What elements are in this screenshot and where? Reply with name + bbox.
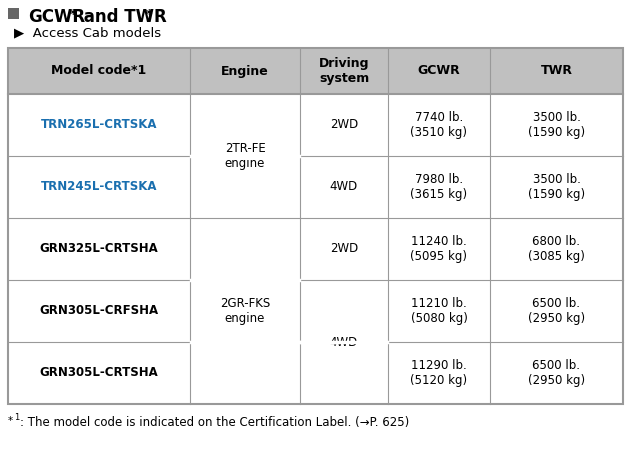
Bar — [8, 48, 623, 404]
Bar — [8, 8, 19, 19]
Text: and TWR: and TWR — [78, 8, 167, 26]
Text: 6800 lb.
(3085 kg): 6800 lb. (3085 kg) — [528, 235, 585, 263]
Text: Model code*1: Model code*1 — [51, 64, 146, 78]
Text: 11290 lb.
(5120 kg): 11290 lb. (5120 kg) — [410, 359, 468, 387]
Text: ▶  Access Cab models: ▶ Access Cab models — [14, 26, 161, 39]
Text: Engine: Engine — [221, 64, 269, 78]
Text: *: * — [70, 8, 76, 21]
Text: 2GR-FKS
engine: 2GR-FKS engine — [220, 297, 270, 325]
Text: TWR: TWR — [541, 64, 572, 78]
Text: 2TR-FE
engine: 2TR-FE engine — [225, 142, 266, 170]
Text: 1: 1 — [14, 413, 20, 422]
Text: *: * — [8, 416, 13, 426]
Text: GCWR: GCWR — [28, 8, 85, 26]
Text: 3500 lb.
(1590 kg): 3500 lb. (1590 kg) — [528, 111, 585, 139]
Bar — [8, 48, 623, 94]
Text: 6500 lb.
(2950 kg): 6500 lb. (2950 kg) — [528, 359, 585, 387]
Text: 2WD: 2WD — [330, 118, 358, 132]
Text: 4WD: 4WD — [330, 180, 358, 194]
Text: 6500 lb.
(2950 kg): 6500 lb. (2950 kg) — [528, 297, 585, 325]
Text: TRN265L-CRTSKA: TRN265L-CRTSKA — [41, 118, 157, 132]
Text: 4WD: 4WD — [330, 336, 358, 348]
Text: GRN305L-CRFSHA: GRN305L-CRFSHA — [39, 305, 158, 318]
Text: 2WD: 2WD — [330, 243, 358, 256]
Text: TRN245L-CRTSKA: TRN245L-CRTSKA — [41, 180, 157, 194]
Text: 11240 lb.
(5095 kg): 11240 lb. (5095 kg) — [411, 235, 468, 263]
Text: Driving
system: Driving system — [319, 57, 369, 85]
Text: GCWR: GCWR — [418, 64, 461, 78]
Text: 7980 lb.
(3615 kg): 7980 lb. (3615 kg) — [410, 173, 468, 201]
Text: 3500 lb.
(1590 kg): 3500 lb. (1590 kg) — [528, 173, 585, 201]
Text: 7740 lb.
(3510 kg): 7740 lb. (3510 kg) — [411, 111, 468, 139]
Text: 11210 lb.
(5080 kg): 11210 lb. (5080 kg) — [411, 297, 468, 325]
Text: : The model code is indicated on the Certification Label. (→P. 625): : The model code is indicated on the Cer… — [20, 416, 410, 429]
Text: GRN325L-CRTSHA: GRN325L-CRTSHA — [40, 243, 158, 256]
Text: GRN305L-CRTSHA: GRN305L-CRTSHA — [40, 367, 158, 379]
Text: *: * — [146, 8, 153, 21]
